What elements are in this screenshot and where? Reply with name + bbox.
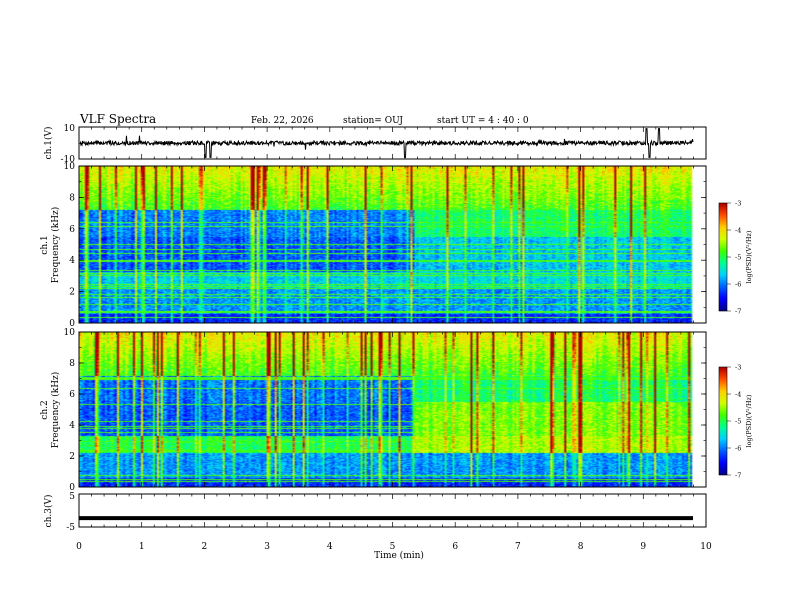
ch1-spectrogram-yticks: 0 2 4 6 8 10 xyxy=(64,162,706,329)
ch1-spectrogram-ytick-6: 6 xyxy=(69,225,75,235)
ch1-xticks xyxy=(78,127,707,159)
ch1-spectrogram-xticks xyxy=(78,166,707,323)
time-tick-label-2: 2 xyxy=(202,542,208,552)
ch1-spectrogram-colorbar-tick--6: -6 xyxy=(735,280,741,288)
ch1-colorbar-label: log(PSD)(V²/Hz) xyxy=(745,230,753,283)
ch1-spectrogram-ytick-0: 0 xyxy=(69,319,75,329)
ch1-spectrogram-colorbar-tick--3: -3 xyxy=(735,199,741,207)
time-axis-label: Time (min) xyxy=(374,550,424,561)
time-tick-label-1: 1 xyxy=(139,542,145,552)
time-tick-label-7: 7 xyxy=(515,542,521,552)
ch2-spectrogram-channel-label: ch.2 xyxy=(40,400,50,419)
ch3-ytick-top: 5 xyxy=(69,492,75,502)
ch1-spectrogram-image xyxy=(79,166,706,323)
ch1-waveform-trace xyxy=(79,128,694,158)
time-tick-label-3: 3 xyxy=(264,542,270,552)
ch1-spectrogram-ytick-8: 8 xyxy=(69,193,75,203)
ch3-waveform-ylabel: ch.3(V) xyxy=(43,495,54,528)
figure-title: VLF Spectra xyxy=(79,112,156,126)
ch2-spectrogram-ytick-6: 6 xyxy=(69,390,75,400)
ch2-colorbar-label: log(PSD)(V²/Hz) xyxy=(745,394,753,447)
time-tick-label-6: 6 xyxy=(452,542,458,552)
ch1-spectrogram-ytick-4: 4 xyxy=(69,256,75,266)
ch1-spectrogram-ylabel: Frequency (kHz) xyxy=(50,207,61,284)
ch1-spectrogram-colorbar-tick--7: -7 xyxy=(735,307,741,315)
ch2-spectrogram-colorbar-tick--6: -6 xyxy=(735,444,741,452)
ch1-spectrogram-ytick-10: 10 xyxy=(64,162,76,172)
ch3-waveform-panel: 5 -5 ch.3(V) xyxy=(43,492,707,533)
ch2-spectrogram-ytick-10: 10 xyxy=(64,328,76,338)
station-label: station= OUJ xyxy=(343,116,403,126)
ch2-spectrogram-yticks: 0 2 4 6 8 10 xyxy=(64,328,706,493)
ch2-spectrogram-ytick-8: 8 xyxy=(69,359,75,369)
ch2-colorbar xyxy=(719,367,727,475)
ch1-spectrogram-ytick-2: 2 xyxy=(69,288,75,298)
ch2-spectrogram-colorbar-tick--5: -5 xyxy=(735,417,741,425)
ch2-spectrogram-colorbar-tick--7: -7 xyxy=(735,471,741,479)
ch1-ytick-bottom: -10 xyxy=(61,155,76,165)
ch3-ytick-bottom: -5 xyxy=(66,523,75,533)
ch1-colorbar-ticks: -3 -4 -5 -6 -7 xyxy=(727,199,741,315)
date-label: Feb. 22, 2026 xyxy=(251,116,314,126)
ch1-spectrogram-colorbar-tick--5: -5 xyxy=(735,253,741,261)
ch2-spectrogram-colorbar-tick--3: -3 xyxy=(735,363,741,371)
ch2-spectrogram-colorbar-tick--4: -4 xyxy=(735,390,741,398)
ch1-colorbar xyxy=(719,203,727,311)
start-time-label: start UT = 4 : 40 : 0 xyxy=(437,116,529,126)
ch3-xticks xyxy=(78,494,707,527)
ch1-waveform-ylabel: ch.1(V) xyxy=(43,127,54,160)
time-tick-label-9: 9 xyxy=(640,542,646,552)
time-tick-label-5: 5 xyxy=(390,542,396,552)
ch1-spectrogram-channel-label: ch.1 xyxy=(40,235,50,254)
time-tick-label-0: 0 xyxy=(76,542,82,552)
ch2-spectrogram-ytick-4: 4 xyxy=(69,421,75,431)
ch2-spectrogram-ytick-0: 0 xyxy=(69,483,75,493)
time-axis-tick-labels: 0 1 2 3 4 5 6 7 8 9 10 xyxy=(76,542,712,552)
ch2-spectrogram-xticks xyxy=(78,332,707,487)
ch1-ytick-top: 10 xyxy=(64,124,76,134)
ch1-waveform-panel: 10 -10 ch.1(V) xyxy=(43,124,707,165)
time-tick-label-4: 4 xyxy=(327,542,333,552)
ch2-spectrogram-ytick-2: 2 xyxy=(69,452,75,462)
ch2-spectrogram-ylabel: Frequency (kHz) xyxy=(50,372,61,449)
time-tick-label-10: 10 xyxy=(700,542,712,552)
ch2-spectrogram-image xyxy=(79,332,706,487)
ch2-colorbar-ticks: -3 -4 -5 -6 -7 xyxy=(727,363,741,479)
ch1-spectrogram-colorbar-tick--4: -4 xyxy=(735,226,741,234)
time-tick-label-8: 8 xyxy=(578,542,584,552)
